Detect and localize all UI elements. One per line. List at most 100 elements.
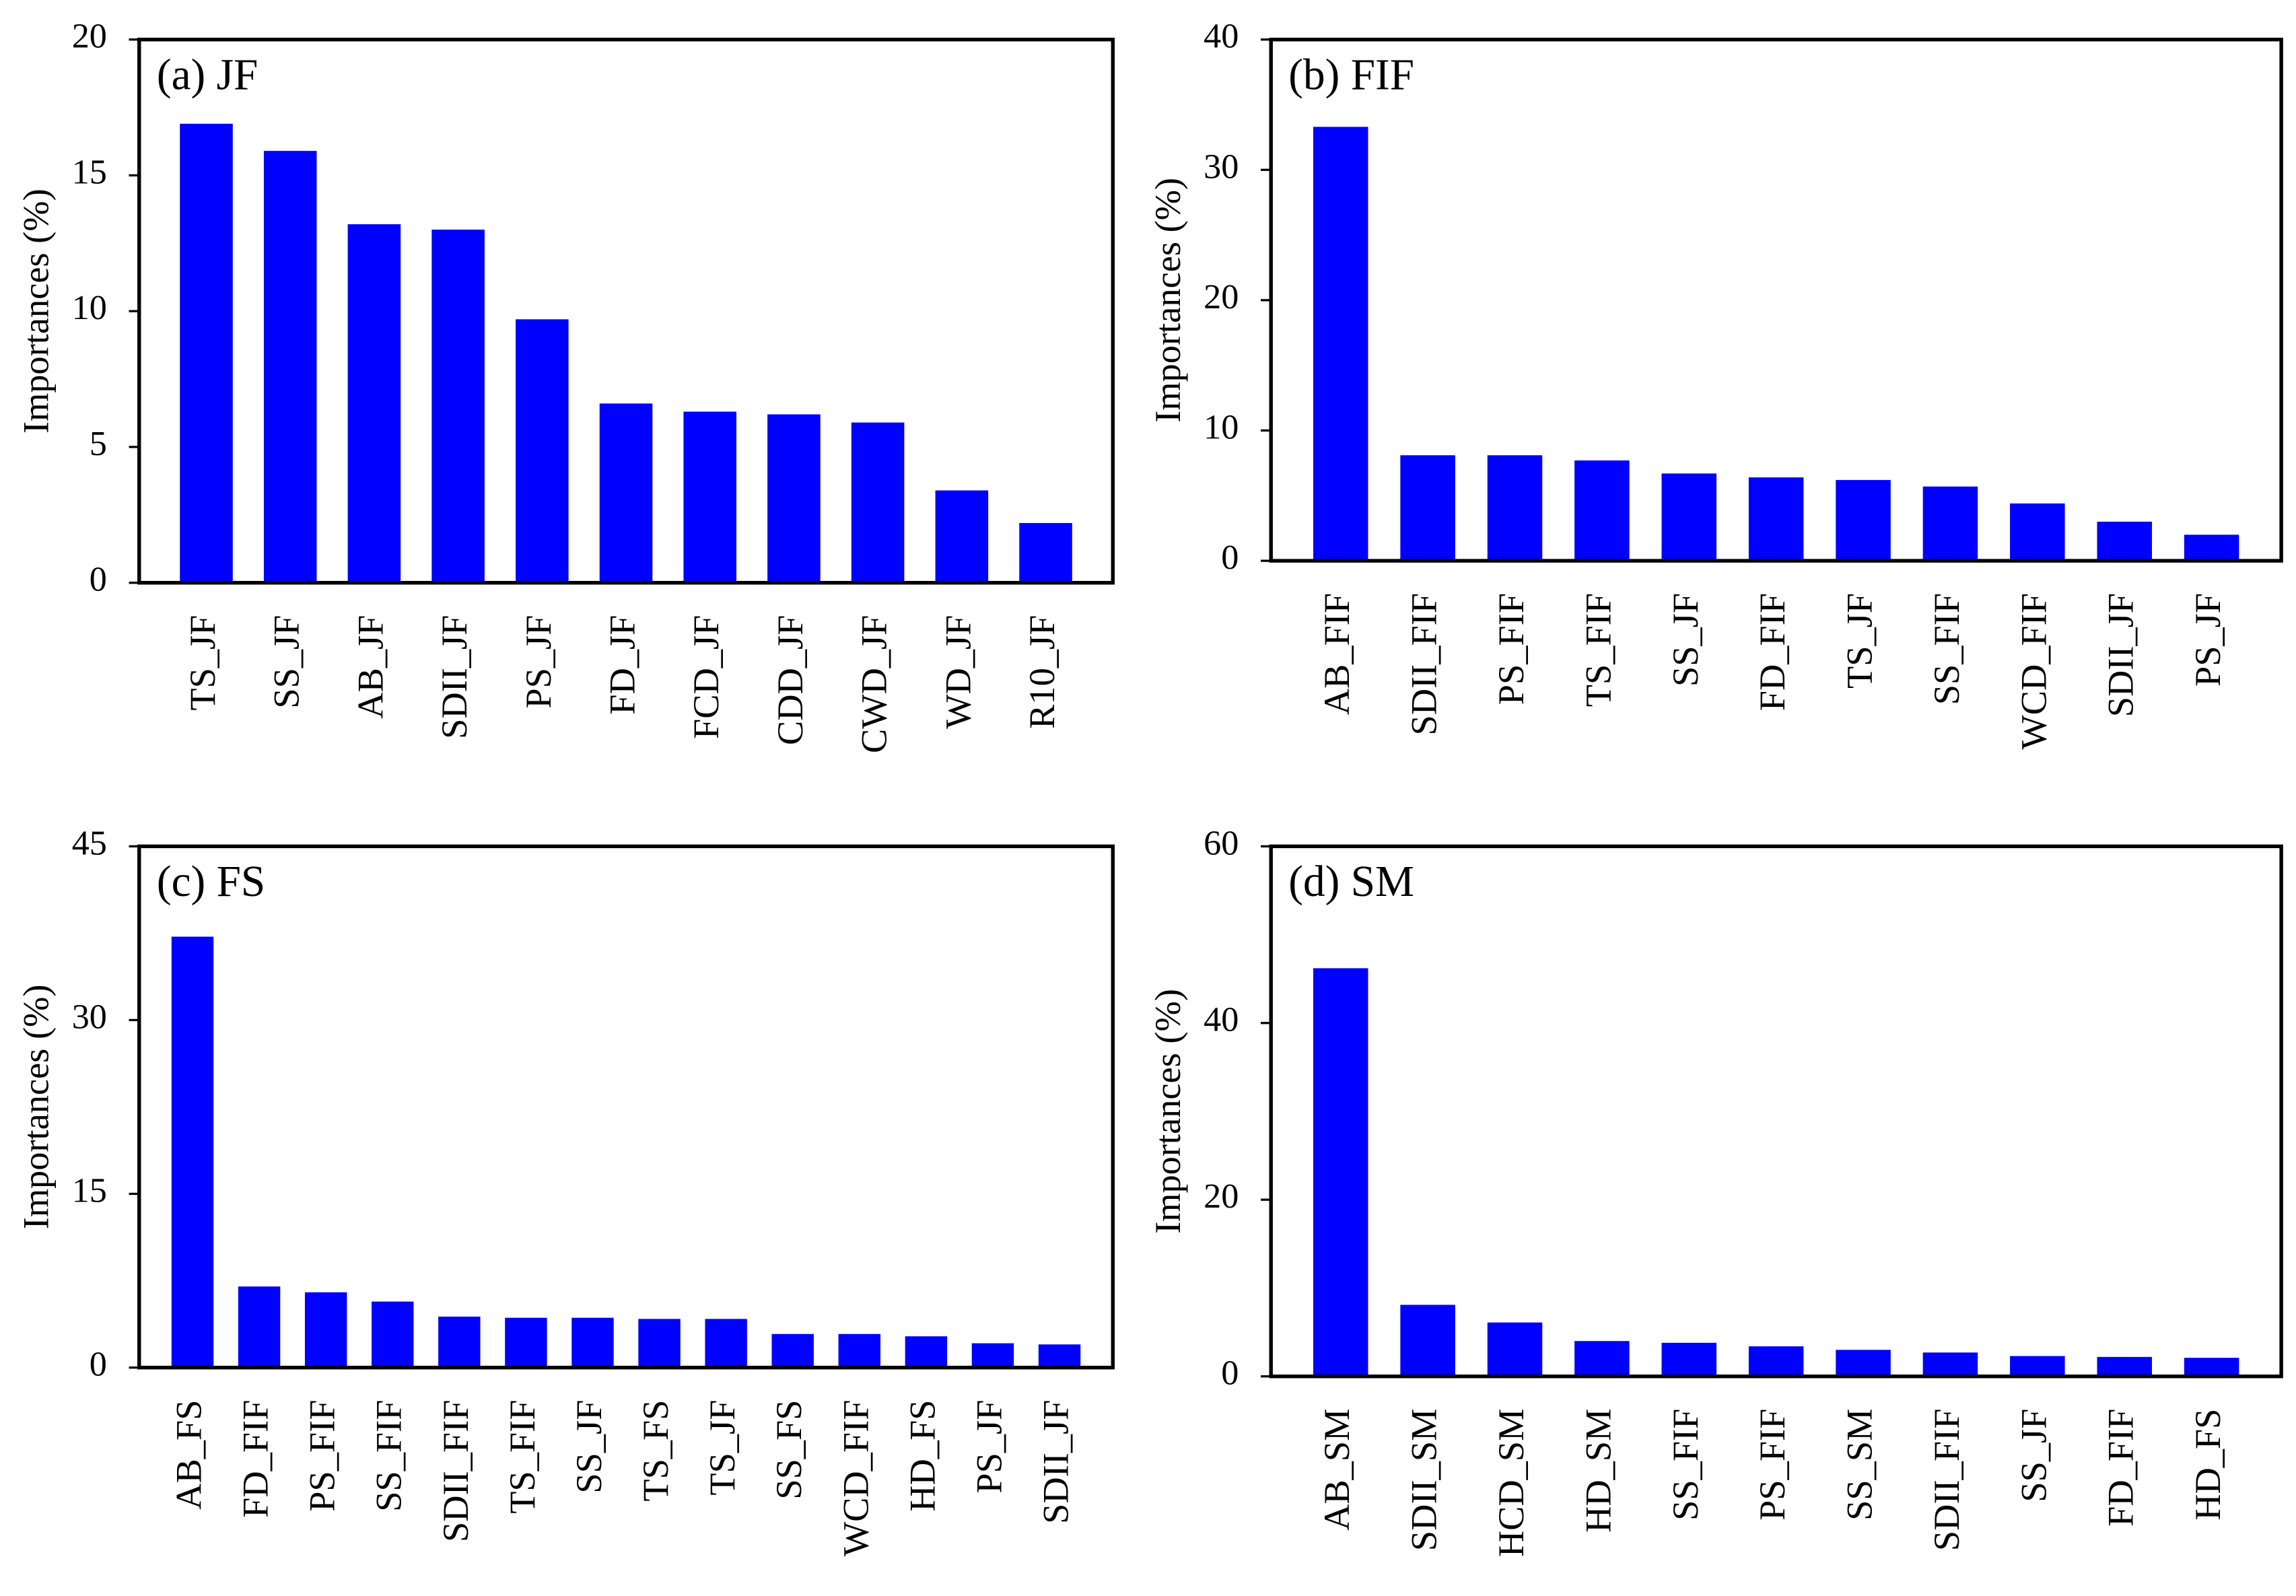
x-tick-label: TS_FIF <box>1578 593 1618 707</box>
bar <box>438 1316 481 1368</box>
x-tick-label: WD_JF <box>938 615 978 729</box>
bar <box>516 319 569 583</box>
bar <box>2010 503 2065 561</box>
x-tick-label: SDII_FIF <box>1926 1409 1967 1552</box>
x-tick-label: WCD_FIF <box>835 1400 876 1557</box>
bar <box>1313 127 1368 561</box>
x-tick-label: CDD_JF <box>770 615 810 745</box>
bar <box>1313 968 1368 1377</box>
bar <box>171 936 214 1368</box>
x-tick-label: TS_FS <box>635 1400 676 1502</box>
y-tick-label: 0 <box>90 1345 107 1384</box>
plot-frame <box>1269 844 2283 1379</box>
y-tick-label: 5 <box>90 424 107 463</box>
bar <box>638 1319 681 1368</box>
panel: AB_SM SDII_SM HCD_SM HD_SM SS_FIF PS_FIF SS_SM… <box>1148 823 2283 1558</box>
chart-title: (d) SM <box>1288 858 1414 906</box>
x-tick-label: SS_JF <box>1665 593 1706 687</box>
y-axis-label: Importances (%) <box>15 985 56 1230</box>
x-tick-label: HD_SM <box>1578 1409 1618 1533</box>
bar <box>1661 1342 1717 1377</box>
x-tick-label: SDII_SM <box>1404 1409 1445 1552</box>
plot-frame <box>137 844 1115 1370</box>
bar <box>1400 455 1455 561</box>
x-tick-label: TS_JF <box>702 1400 742 1496</box>
x-tick-label: SS_JF <box>2013 1409 2054 1502</box>
bar <box>263 151 317 583</box>
x-tick-label: HD_FS <box>902 1400 942 1512</box>
x-tick-label: PS_JF <box>2188 593 2228 687</box>
x-tick-label: WCD_FIF <box>2013 593 2054 750</box>
bar <box>1038 1344 1081 1368</box>
y-axis-label: Importances (%) <box>15 188 56 433</box>
y-tick-label: 30 <box>1204 147 1239 186</box>
bar <box>771 1333 814 1368</box>
x-tick-label: SS_SM <box>1840 1409 1880 1521</box>
x-tick-label: PS_FIF <box>1752 1409 1793 1521</box>
bar <box>2097 1356 2152 1377</box>
chart-title: (b) FIF <box>1288 50 1414 99</box>
bar <box>851 422 905 583</box>
bar <box>1487 1322 1543 1377</box>
bar <box>1574 460 1630 561</box>
bar <box>505 1317 547 1368</box>
bar <box>304 1292 347 1368</box>
x-tick-label: SDII_JF <box>1036 1400 1076 1524</box>
x-tick-label: SDII_FIF <box>1404 593 1445 736</box>
bar <box>1836 480 1891 561</box>
y-tick-label: 15 <box>72 1171 107 1210</box>
x-tick-label: AB_JF <box>350 615 390 719</box>
panel: AB_FS FD_FIF PS_FIF SS_FIF SDII_FIF TS_FIF SS_… <box>15 823 1115 1557</box>
y-axis-label: Importances (%) <box>1148 178 1188 423</box>
y-tick-label: 20 <box>1204 277 1239 316</box>
bar <box>2184 1358 2239 1377</box>
x-tick-label: SS_FS <box>769 1400 809 1500</box>
bar <box>1574 1341 1630 1377</box>
x-tick-label: FD_FIF <box>1752 593 1793 711</box>
bar <box>238 1286 281 1368</box>
x-tick-label: TS_FIF <box>502 1400 543 1514</box>
x-tick-label: PS_FIF <box>302 1400 343 1512</box>
bar <box>1748 477 1804 561</box>
bar <box>1487 455 1543 561</box>
bar <box>1400 1305 1455 1377</box>
bar <box>838 1333 881 1368</box>
y-tick-label: 0 <box>1221 538 1239 577</box>
bar <box>1019 522 1072 583</box>
panel: AB_FIF SDII_FIF PS_FIF TS_FIF SS_JF FD_FIF TS_… <box>1148 17 2283 750</box>
x-tick-label: PS_JF <box>518 615 559 709</box>
x-tick-label: R10_JF <box>1022 615 1062 729</box>
x-tick-label: FD_FIF <box>236 1400 276 1518</box>
bar <box>1922 1352 1978 1377</box>
x-tick-label: SDII_JF <box>2101 593 2141 717</box>
x-tick-label: AB_FIF <box>1317 593 1357 715</box>
y-tick-label: 40 <box>1204 17 1239 56</box>
plot-frame <box>1269 38 2283 563</box>
y-tick-label: 40 <box>1204 1000 1239 1039</box>
y-tick-label: 10 <box>72 288 107 327</box>
bar <box>180 123 233 583</box>
bar <box>683 411 737 583</box>
y-tick-label: 20 <box>1204 1177 1239 1216</box>
x-tick-label: SS_FIF <box>1926 593 1967 705</box>
x-tick-label: PS_FIF <box>1491 593 1531 705</box>
bar <box>767 414 821 583</box>
x-tick-label: HD_FS <box>2188 1409 2228 1521</box>
x-tick-label: AB_FS <box>169 1400 209 1510</box>
bar <box>2097 522 2152 561</box>
bar <box>599 403 653 583</box>
bar <box>431 230 485 583</box>
x-tick-label: SS_JF <box>569 1400 609 1494</box>
x-tick-label: HCD_SM <box>1491 1409 1531 1558</box>
panel: TS_JF SS_JF AB_JF SDII_JF PS_JF FD_JF FCD_JF CD… <box>15 17 1115 753</box>
x-tick-label: TS_JF <box>182 615 223 711</box>
bar <box>705 1319 747 1368</box>
y-tick-label: 20 <box>72 17 107 56</box>
x-tick-label: FD_FIF <box>2101 1409 2141 1527</box>
bar <box>971 1343 1014 1368</box>
y-tick-label: 30 <box>72 997 107 1036</box>
chart-title: (c) FS <box>157 858 265 906</box>
x-tick-label: PS_JF <box>969 1400 1009 1494</box>
y-tick-label: 0 <box>90 560 107 599</box>
x-tick-label: SDII_JF <box>434 615 475 739</box>
